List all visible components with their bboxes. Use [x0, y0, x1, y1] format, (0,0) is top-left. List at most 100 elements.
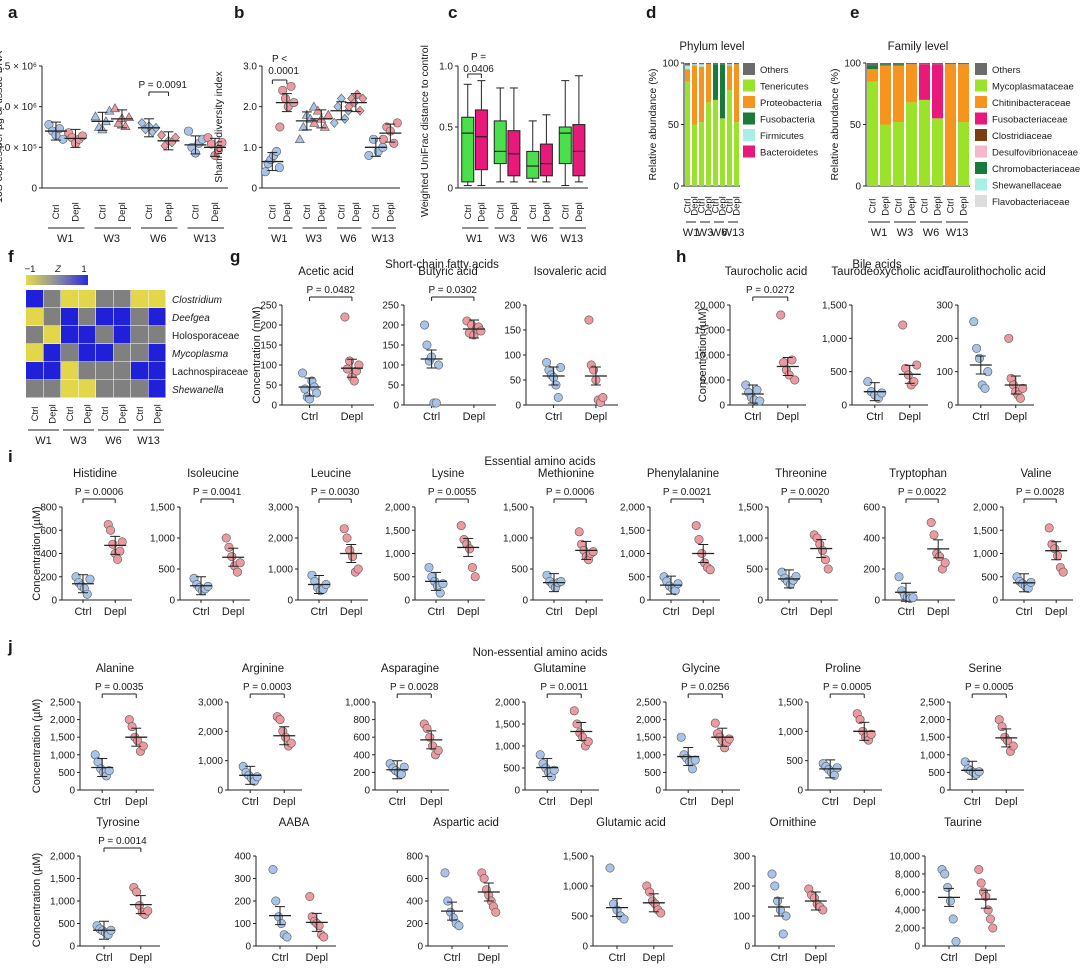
panel-j-10-depl-point: [645, 887, 655, 897]
panel-f-week-label: W6: [105, 435, 122, 447]
panel-b-depl-point: [378, 134, 388, 144]
panel-j-5-title: Proline: [825, 663, 861, 675]
panel-i-7-depl-point: [940, 558, 950, 568]
panel-f-group-label: Ctrl: [100, 407, 111, 422]
panel-g-1-y-tick-label: 50: [388, 381, 400, 392]
panel-j-3-pvalue: P = 0.0011: [540, 682, 588, 693]
panel-d-group-label: Depl: [690, 196, 701, 216]
panel-d-group-label: Ctrl: [711, 199, 722, 214]
panel-j-7-depl-label: Depl: [129, 952, 152, 964]
panel-i-3-y-tick-label: 0: [404, 596, 410, 607]
panel-j-8-ctrl-point: [276, 918, 286, 928]
panel-b-ctrl-point: [272, 146, 282, 156]
panel-a-ctrl-label: Ctrl: [190, 205, 201, 220]
panel-h-0-y-tick-label: 0: [719, 401, 725, 412]
panel-g-2-y-tick-label: 100: [504, 351, 521, 362]
panel-i-8-depl-label: Depl: [1045, 606, 1068, 618]
panel-c-box-depl: [474, 109, 488, 171]
panel-e-bar-segment: [906, 64, 917, 103]
panel-f-cell: [148, 308, 166, 326]
panel-h-2-ctrl-point: [983, 367, 993, 377]
panel-e-bar-segment: [919, 99, 930, 186]
panel-d-week-label: W3: [697, 227, 714, 239]
panel-f-scale-mid: Z: [54, 264, 62, 275]
panel-f-cell: [26, 362, 43, 380]
panel-g-2-ctrl-point: [542, 357, 552, 367]
panel-e-bar-segment: [906, 102, 917, 186]
panel-d-group-label: Ctrl: [697, 199, 708, 214]
panel-j-3-depl-label: Depl: [570, 796, 593, 808]
panel-j-7-depl-point: [143, 906, 153, 916]
panel-f-row-label: Lachnospiraceae: [172, 367, 249, 378]
panel-e-bar-segment: [932, 118, 943, 186]
panel-b-week-label: W13: [371, 233, 394, 245]
panel-i-2-depl-point: [342, 533, 352, 543]
panel-h-0-y-tick-label: 10,000: [694, 351, 725, 362]
panel-i-6-y-tick-label: 1,000: [738, 534, 763, 545]
panel-j-6-pvalue: P = 0.0005: [965, 682, 1014, 693]
panel-h-2-ctrl-label: Ctrl: [972, 411, 989, 423]
panel-j-4-depl-label: Depl: [711, 796, 734, 808]
panel-letter-f: f: [8, 247, 14, 266]
panel-i-0-depl-point: [117, 537, 127, 547]
panel-i-5-y-tick-label: 500: [628, 572, 645, 583]
panel-j-11-ctrl-point: [775, 905, 785, 915]
panel-i-7-depl-point: [929, 530, 939, 540]
panel-d-group-label: Depl: [718, 196, 729, 216]
panel-f-group-label: Depl: [47, 404, 58, 424]
panel-f-cell: [113, 308, 131, 326]
panel-j-9-ctrl-point: [454, 921, 464, 931]
panel-b-y-tick-label: 3.0: [243, 62, 257, 73]
panel-c-y-tick-label: 1.0: [439, 62, 453, 73]
panel-e-legend-label: Shewanellaceae: [992, 181, 1062, 192]
panel-d-bar-segment: [727, 64, 732, 66]
panel-g-1-ctrl-point: [422, 340, 432, 350]
panel-f-week-label: W1: [35, 435, 52, 447]
panel-j-9-y-tick-label: 0: [417, 942, 423, 953]
panel-f-cell: [43, 362, 61, 380]
panel-d-y-tick-label: 50: [668, 120, 680, 131]
panel-d-bar-segment: [713, 64, 718, 100]
panel-j-5-y-tick-label: 1,500: [778, 698, 803, 709]
panel-d-bar-segment: [699, 63, 704, 65]
panel-j-7-y-tick-label: 1,500: [50, 874, 75, 885]
panel-a-depl-label: Depl: [70, 202, 81, 222]
panel-e-bar-segment: [893, 65, 904, 123]
panel-g-1-y-tick-label: 100: [382, 361, 399, 372]
panel-f-row-label: Mycoplasma: [172, 349, 229, 360]
panel-h-0-ctrl-point: [755, 396, 765, 406]
panel-e-bar-segment: [906, 63, 917, 65]
panel-i-5-depl-point: [691, 521, 701, 531]
panel-j-3-ctrl-point: [535, 750, 545, 760]
panel-b-ctrl-point: [329, 117, 339, 128]
panel-i-3-title: Lysine: [432, 468, 465, 480]
panel-h-2-depl-label: Depl: [1004, 411, 1027, 423]
panel-j-3-title: Glutamine: [534, 663, 586, 675]
panel-j-3-y-tick-label: 500: [503, 764, 520, 775]
panel-b-week-label: W3: [306, 233, 323, 245]
panel-h-1-title: Taurodeoxycholic acid: [831, 266, 944, 278]
panel-i-7-depl-point: [926, 517, 936, 527]
panel-d-bar-segment: [685, 65, 690, 70]
panel-j-5-y-tick-label: 500: [786, 756, 803, 767]
panel-i-ylabel: Concentration (µM): [31, 506, 43, 600]
panel-i-5-depl-point: [694, 535, 704, 545]
panel-e-y-tick-label: 100: [844, 59, 861, 70]
panel-e-week-label: W13: [946, 227, 969, 239]
panel-j-9-depl-point: [479, 873, 489, 883]
panel-j-10-ctrl-point: [605, 863, 615, 873]
panel-j-8-ctrl-point: [268, 864, 278, 874]
panel-f-cell: [148, 326, 166, 344]
panel-f-cell: [26, 290, 43, 308]
panel-j-12-ctrl-label: Ctrl: [940, 952, 957, 964]
panel-i-1-depl-point: [224, 542, 234, 552]
panel-e-group-label: Ctrl: [868, 199, 879, 214]
panel-j-8-y-tick-label: 400: [234, 852, 251, 863]
panel-i-6-y-tick-label: 1,500: [738, 503, 763, 514]
panel-j-8-y-tick-label: 200: [234, 897, 251, 908]
panel-letter-i: i: [8, 447, 13, 466]
panel-h-0-depl-point: [779, 357, 789, 367]
panel-d-legend-swatch: [743, 63, 755, 75]
panel-a-week-label: W3: [104, 233, 121, 245]
panel-j-9-y-tick-label: 400: [406, 897, 423, 908]
